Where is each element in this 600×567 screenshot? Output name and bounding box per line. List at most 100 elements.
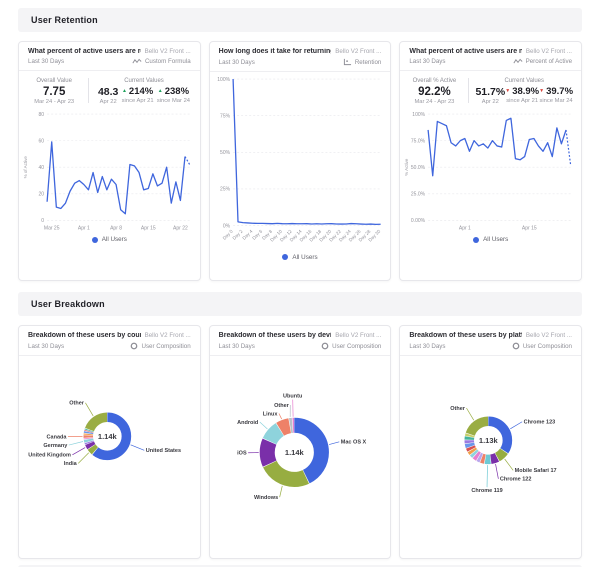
date-range-label: Last 30 Days	[218, 342, 255, 350]
card-breakdown-device: Breakdown of these users by device f... …	[208, 325, 392, 559]
svg-text:United Kingdom: United Kingdom	[28, 453, 71, 459]
svg-text:Mobile Safari 17: Mobile Safari 17	[515, 468, 557, 474]
svg-text:Other: Other	[451, 406, 467, 412]
svg-text:80: 80	[39, 112, 45, 118]
card-source-link[interactable]: Bello V2 Front ...	[525, 332, 573, 339]
current-values-block: Current Values 48.3 Apr 22 ▲ 214% since A…	[97, 78, 191, 105]
chart-type-label[interactable]: Retention	[343, 58, 381, 66]
svg-text:Apr 1: Apr 1	[459, 225, 471, 231]
legend-dot	[282, 254, 289, 261]
card-title[interactable]: Breakdown of these users by country	[28, 332, 141, 339]
line-chart-icon	[132, 58, 142, 64]
chart-type-label[interactable]: Percent of Active	[513, 58, 572, 65]
chart-legend[interactable]: All Users	[19, 236, 200, 243]
svg-text:Ubuntu: Ubuntu	[283, 394, 302, 400]
svg-text:1.14k: 1.14k	[285, 448, 305, 457]
svg-text:Germany: Germany	[43, 443, 68, 449]
current-value-item: ▼ 39.7% since Mar 24	[539, 86, 574, 104]
svg-text:75%: 75%	[220, 113, 231, 119]
line-chart-icon	[513, 58, 523, 64]
date-range-label: Last 30 Days	[409, 342, 446, 350]
svg-text:Apr 15: Apr 15	[522, 225, 537, 231]
card-source-link[interactable]: Bello V2 Front ...	[335, 48, 382, 55]
svg-text:25.0%: 25.0%	[411, 192, 426, 198]
down-arrow-icon: ▼	[539, 88, 545, 94]
overall-value: 92.2%	[418, 85, 451, 98]
chart-type-label[interactable]: User Composition	[130, 342, 191, 350]
card-title[interactable]: Breakdown of these users by device f...	[218, 332, 332, 339]
card-source-link[interactable]: Bello V2 Front ...	[144, 48, 191, 55]
chart-type-label[interactable]: User Composition	[512, 342, 572, 350]
svg-text:United States: United States	[146, 448, 181, 454]
svg-text:20: 20	[39, 192, 45, 198]
card-header: Breakdown of these users by platform Bel…	[400, 326, 582, 356]
svg-text:Apr 1: Apr 1	[78, 225, 90, 231]
donut-chart-country[interactable]: United States India United Kingdom Germany C…	[19, 356, 200, 553]
svg-text:0.00%: 0.00%	[411, 218, 426, 224]
svg-text:Chrome 119: Chrome 119	[472, 488, 503, 494]
section-header-user-retention: User Retention	[18, 8, 582, 32]
card-source-link[interactable]: Bello V2 Front ...	[144, 332, 191, 339]
stats-panel: Overall Value 7.75 Mar 24 - Apr 23 Curre…	[19, 71, 200, 107]
card-title[interactable]: What percent of active users are new ...	[409, 48, 522, 55]
section-header-user-breakdown: User Breakdown	[18, 292, 582, 316]
card-new-users-percent: What percent of active users are new ...…	[399, 41, 583, 281]
svg-text:60: 60	[39, 138, 45, 144]
legend-dot	[91, 236, 98, 243]
svg-text:Chrome 123: Chrome 123	[524, 420, 556, 426]
current-value-item: 51.7% Apr 22	[475, 86, 506, 105]
current-value-item: ▲ 238% since Mar 24	[156, 86, 191, 104]
card-title[interactable]: How long does it take for returning us..…	[218, 48, 332, 55]
overall-value-block: Overall Value 7.75 Mar 24 - Apr 23	[27, 76, 81, 105]
chart-type-label[interactable]: Custom Formula	[132, 58, 191, 65]
svg-text:Other: Other	[274, 403, 290, 409]
card-source-link[interactable]: Bello V2 Front ...	[335, 332, 382, 339]
svg-text:75.0%: 75.0%	[411, 138, 426, 144]
donut-chart-platform[interactable]: Chrome 123 Mobile Safari 17 Chrome 122 Chro…	[400, 356, 581, 553]
chart-legend[interactable]: All Users	[400, 236, 581, 243]
svg-text:50%: 50%	[220, 150, 231, 156]
svg-text:Mar 25: Mar 25	[44, 225, 60, 231]
current-values-block: Current Values 51.7% Apr 22 ▼ 38.9% since…	[475, 78, 574, 105]
svg-text:50.0%: 50.0%	[411, 165, 426, 171]
donut-icon	[131, 342, 138, 350]
donut-chart-device[interactable]: Mac OS X Windows iOS Android Linux Other Ubunt…	[210, 356, 391, 553]
svg-text:% of Active: % of Active	[23, 156, 28, 179]
svg-text:Windows: Windows	[254, 495, 278, 501]
chart-type-label[interactable]: User Composition	[321, 342, 381, 350]
svg-text:% Active: % Active	[404, 158, 409, 176]
date-range-label: Last 30 Days	[28, 342, 65, 350]
card-retention-curve: How long does it take for returning us..…	[208, 41, 392, 281]
svg-text:Apr 22: Apr 22	[173, 225, 188, 231]
up-arrow-icon: ▲	[121, 88, 127, 94]
card-title[interactable]: Breakdown of these users by platform	[409, 332, 522, 339]
svg-text:25%: 25%	[220, 187, 231, 193]
divider	[467, 78, 469, 103]
svg-text:iOS: iOS	[237, 451, 247, 457]
line-chart-new-users[interactable]: 0.00% 25.0% 50.0% 75.0% 100% Apr 1 Apr 15 % Act…	[400, 107, 581, 235]
down-arrow-icon: ▼	[505, 88, 511, 94]
svg-text:Canada: Canada	[47, 434, 68, 440]
svg-text:1.14k: 1.14k	[98, 432, 118, 441]
svg-text:100%: 100%	[217, 77, 230, 83]
line-chart-returning-users[interactable]: 0 20 40 60 80 Mar 25 Apr 1 Apr 8 Apr 15 Apr 22 % o…	[19, 107, 200, 235]
svg-text:0: 0	[41, 218, 44, 224]
card-title[interactable]: What percent of active users are retur..…	[28, 48, 141, 55]
up-arrow-icon: ▲	[157, 88, 163, 94]
svg-text:Android: Android	[237, 420, 258, 426]
svg-text:Apr 15: Apr 15	[141, 225, 156, 231]
card-returning-users-percent: What percent of active users are retur..…	[18, 41, 201, 281]
card-breakdown-platform: Breakdown of these users by platform Bel…	[399, 325, 583, 559]
divider	[88, 78, 90, 103]
current-value-item: ▼ 38.9% since Apr 21	[505, 86, 540, 104]
card-header: Breakdown of these users by device f... …	[209, 326, 391, 356]
card-source-link[interactable]: Bello V2 Front ...	[525, 48, 573, 55]
date-range-label: Last 30 Days	[409, 58, 446, 65]
svg-text:40: 40	[39, 165, 45, 171]
chart-legend[interactable]: All Users	[210, 254, 391, 261]
overall-value-block: Overall % Active 92.2% Mar 24 - Apr 23	[408, 76, 460, 105]
line-chart-retention[interactable]: 0% 25% 50% 75% 100% Day 0 Day 2 Day 4 Day 6 Day 8…	[210, 72, 391, 253]
current-value-item: ▲ 214% since Apr 21	[121, 86, 154, 104]
card-header: What percent of active users are retur..…	[19, 42, 200, 71]
